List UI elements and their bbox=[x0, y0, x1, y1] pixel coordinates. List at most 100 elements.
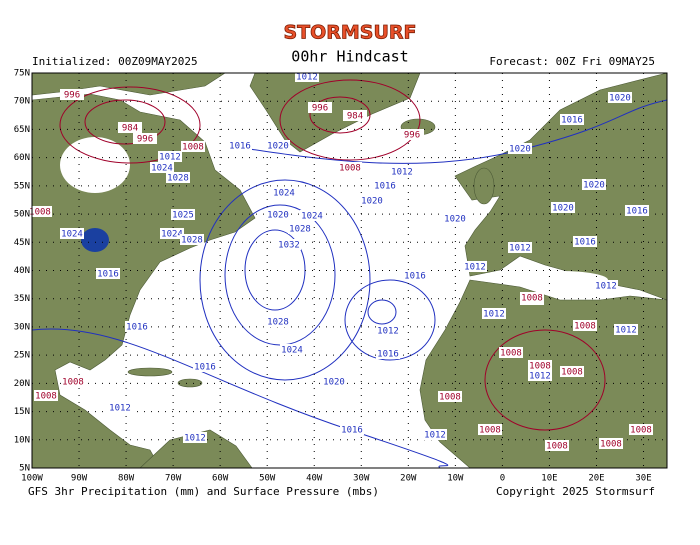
high-isobar-label: 1020 bbox=[552, 204, 574, 214]
lon-label: 60W bbox=[212, 474, 229, 484]
high-isobar-label: 1025 bbox=[172, 211, 194, 221]
high-isobar-label-box bbox=[423, 429, 447, 440]
low-isobar-label: 1008 bbox=[600, 440, 622, 450]
high-isobar-label: 1016 bbox=[374, 182, 396, 192]
isobars-high bbox=[31, 99, 668, 469]
low-isobar-label: 1008 bbox=[35, 392, 57, 402]
high-isobar-label: 1012 bbox=[109, 404, 131, 414]
isobar bbox=[279, 79, 421, 161]
initialized-time: Initialized: 00Z09MAY2025 bbox=[32, 55, 198, 68]
high-isobar-label: 1016 bbox=[194, 363, 216, 373]
low-isobar-label-box bbox=[61, 376, 85, 387]
high-isobar-label: 1028 bbox=[181, 236, 203, 246]
high-isobar-label-box bbox=[193, 361, 217, 372]
high-isobar-label-box bbox=[376, 325, 400, 336]
high-isobar-label-box bbox=[183, 432, 207, 443]
high-isobar-label: 1012 bbox=[424, 431, 446, 441]
lat-label: 60N bbox=[14, 153, 30, 163]
high-isobar-label-box bbox=[295, 71, 319, 82]
high-isobar-label-box bbox=[360, 195, 384, 206]
isobar bbox=[199, 179, 371, 381]
low-isobar-label: 1008 bbox=[29, 208, 51, 218]
low-isobar-label: 1008 bbox=[630, 426, 652, 436]
great-lakes bbox=[81, 228, 109, 252]
low-isobar-label-box bbox=[528, 360, 552, 371]
high-isobar-label-box bbox=[125, 321, 149, 332]
high-isobar-label: 1024 bbox=[281, 346, 303, 356]
high-isobar-label-box bbox=[108, 402, 132, 413]
high-isobar-label-box bbox=[280, 344, 304, 355]
mediterranean bbox=[512, 271, 608, 289]
low-isobar-label: 1008 bbox=[574, 322, 596, 332]
isobar bbox=[484, 329, 606, 431]
low-isobar-label: 996 bbox=[312, 104, 328, 114]
low-isobar-label: 1008 bbox=[339, 164, 361, 174]
high-isobar-label: 1012 bbox=[159, 153, 181, 163]
high-isobar-label-box bbox=[463, 261, 487, 272]
isobar bbox=[31, 328, 449, 469]
high-isobar-label-box bbox=[573, 236, 597, 247]
lat-label: 75N bbox=[14, 69, 30, 79]
high-isobar-label: 1020 bbox=[509, 145, 531, 155]
high-isobar-label-box bbox=[625, 205, 649, 216]
lat-label: 5N bbox=[19, 464, 30, 474]
high-isobar-label: 1012 bbox=[391, 168, 413, 178]
low-isobar-label-box bbox=[560, 366, 584, 377]
lon-label: 70W bbox=[165, 474, 182, 484]
low-isobar-label-box bbox=[499, 347, 523, 358]
high-isobar-label: 1012 bbox=[509, 244, 531, 254]
low-isobar-label-box bbox=[308, 102, 332, 113]
low-isobar-label-box bbox=[181, 141, 205, 152]
isobar bbox=[309, 96, 371, 134]
lat-label: 55N bbox=[14, 181, 30, 191]
lat-label: 30N bbox=[14, 322, 30, 332]
isobar bbox=[229, 99, 668, 164]
high-isobar-label-box bbox=[266, 316, 290, 327]
axis-labels: 75N 70N 65N 60N 55N 50N 45N 40N 35N 30N 25N 20N 15N 1… bbox=[14, 69, 652, 484]
high-isobar-label-box bbox=[560, 114, 584, 125]
lat-label: 50N bbox=[14, 210, 30, 220]
cuba bbox=[127, 367, 173, 377]
high-isobar-label-box bbox=[528, 370, 552, 381]
high-isobar-label-box bbox=[96, 268, 120, 279]
lon-label: 10E bbox=[541, 474, 557, 484]
high-isobar-label: 1020 bbox=[323, 378, 345, 388]
high-isobar-label-box bbox=[272, 187, 296, 198]
high-isobar-label-box bbox=[180, 234, 204, 245]
low-isobar-label-box bbox=[60, 89, 84, 100]
lat-label: 70N bbox=[14, 97, 30, 107]
map-area: 9969849961008996984996100810081008100810… bbox=[28, 71, 668, 469]
high-isobar-label-box bbox=[166, 172, 190, 183]
high-isobar-label: 1024 bbox=[151, 164, 173, 174]
lat-label: 20N bbox=[14, 379, 30, 389]
low-isobar-label: 996 bbox=[64, 91, 80, 101]
high-isobar-label: 1024 bbox=[61, 230, 83, 240]
high-isobar-label: 1016 bbox=[341, 426, 363, 436]
high-isobar-label: 1012 bbox=[184, 434, 206, 444]
lat-label: 65N bbox=[14, 125, 30, 135]
high-isobar-label: 1012 bbox=[529, 372, 551, 382]
lon-label: 0 bbox=[500, 474, 505, 484]
high-isobar-label: 1020 bbox=[267, 211, 289, 221]
low-isobar-label-box bbox=[599, 438, 623, 449]
hispaniola bbox=[177, 378, 203, 388]
low-isobar-label: 1008 bbox=[521, 294, 543, 304]
forecast-time: Forecast: 00Z Fri 09MAY25 bbox=[489, 55, 655, 68]
low-isobar-label: 1008 bbox=[479, 426, 501, 436]
high-isobar-label-box bbox=[443, 213, 467, 224]
high-isobar-label: 1012 bbox=[377, 327, 399, 337]
low-isobar-label: 1008 bbox=[529, 362, 551, 372]
british-isles bbox=[473, 167, 495, 205]
high-isobar-label-box bbox=[340, 424, 364, 435]
high-isobar-label: 1016 bbox=[574, 238, 596, 248]
high-isobar-label: 1020 bbox=[583, 181, 605, 191]
high-isobar-label-box bbox=[614, 324, 638, 335]
high-isobar-label-box bbox=[277, 239, 301, 250]
lon-label: 100W bbox=[21, 474, 43, 484]
isobar bbox=[344, 279, 436, 361]
low-isobar-label-box bbox=[133, 133, 157, 144]
low-isobar-label-box bbox=[545, 440, 569, 451]
high-isobar-label: 1028 bbox=[267, 318, 289, 328]
lon-label: 20W bbox=[400, 474, 417, 484]
lat-label: 35N bbox=[14, 294, 30, 304]
